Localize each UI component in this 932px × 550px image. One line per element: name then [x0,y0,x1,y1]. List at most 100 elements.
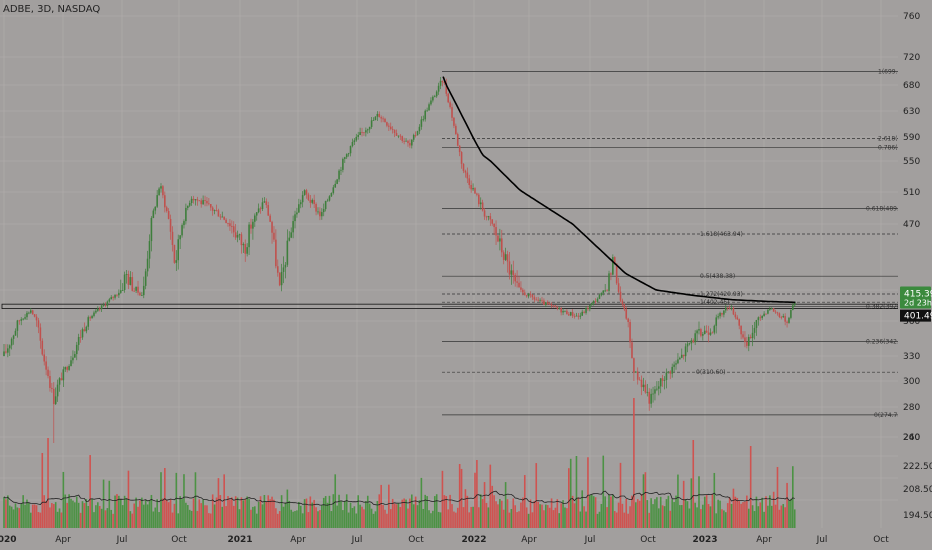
candle [522,288,524,296]
candle [164,191,166,213]
candle-body [77,337,80,345]
candle-body [315,203,317,212]
candle [148,234,151,269]
volume-bar [753,511,756,528]
candle [301,191,304,208]
candle [594,298,597,304]
candle-body [520,287,522,290]
volume-bar [489,464,492,528]
volume-bar [491,485,494,528]
highlight-price-value: 401.49 [904,312,932,322]
candle [631,338,633,359]
volume-bar [255,513,258,528]
candle-body [669,371,672,374]
candle [72,350,74,364]
volume-bar [118,495,120,528]
volume-bar [734,496,737,528]
volume-bar [554,507,557,528]
candle [468,174,471,189]
volume-bar [242,500,245,528]
candle [439,76,442,90]
candle-body [64,367,67,370]
price-axis[interactable]: 7607206806305905505104704303603303002802… [898,0,932,550]
candle-body [334,183,337,188]
volume-bar [792,466,794,528]
volume-bar [91,498,93,528]
candle [298,198,300,213]
volume-bar [724,512,727,528]
volume-bar [462,507,465,528]
candle-body [732,307,735,315]
volume-bar [665,499,668,528]
volume-bar [361,506,363,528]
candle [589,304,591,312]
candle [703,325,706,335]
candle [476,192,478,197]
volume-bar [231,497,233,528]
candle-body [98,308,101,310]
candle-body [470,185,472,190]
candle [141,292,143,296]
volume-bar [357,495,359,528]
volume-bar [271,496,273,528]
candle [640,375,643,396]
candle-body [112,297,114,298]
candle [43,349,46,366]
candle [52,382,55,443]
candle-body [202,200,204,205]
candle [560,306,562,316]
volume-bar [671,499,673,528]
candle [500,229,503,258]
candle [324,200,327,212]
candle [18,319,21,325]
volume-bar [623,512,626,528]
candle-body [692,340,695,343]
volume-bar [523,475,526,528]
volume-tick-label: 194.50 [903,511,932,521]
candle [759,314,762,322]
time-axis[interactable]: 2020 Apr Jul Oct 2021 Apr Jul Oct 2022 Apr Jul Oct 2… [0,530,932,550]
candle [556,305,559,311]
candle [422,115,425,122]
candle [12,334,15,345]
candle [173,244,176,264]
volume-bar [288,500,291,528]
candle [747,334,750,352]
candle [474,187,476,194]
candle [692,338,695,344]
candle-body [160,186,162,189]
candle [638,376,641,381]
volume-bar [104,510,107,528]
candle [391,126,394,134]
candle [315,202,317,216]
candle-body [206,200,208,204]
candle [273,226,275,242]
volume-tick-label: 222.50 [903,462,932,472]
volume-bar [638,500,641,528]
candle [623,303,626,312]
volume-bar [659,496,662,528]
volume-bar [778,509,781,528]
candle-body [74,354,76,358]
candle [154,206,157,215]
candle [64,366,67,372]
last-price-value: 415.39 [904,289,932,299]
candle-body [378,113,381,118]
volume-bar [317,511,319,528]
candle-body [604,290,606,292]
volume-bar [35,505,38,528]
candle-body [28,312,30,314]
candle-body [389,126,392,129]
candle [633,357,635,381]
candle [125,270,128,284]
volume-bar [740,503,742,528]
volume-bar [548,507,551,528]
volume-bar [52,504,55,528]
candle [401,135,404,143]
candle [121,283,124,291]
candle-body [772,308,775,312]
volume-bar [751,505,754,528]
volume-bar [675,495,677,528]
candle-body [606,290,608,292]
